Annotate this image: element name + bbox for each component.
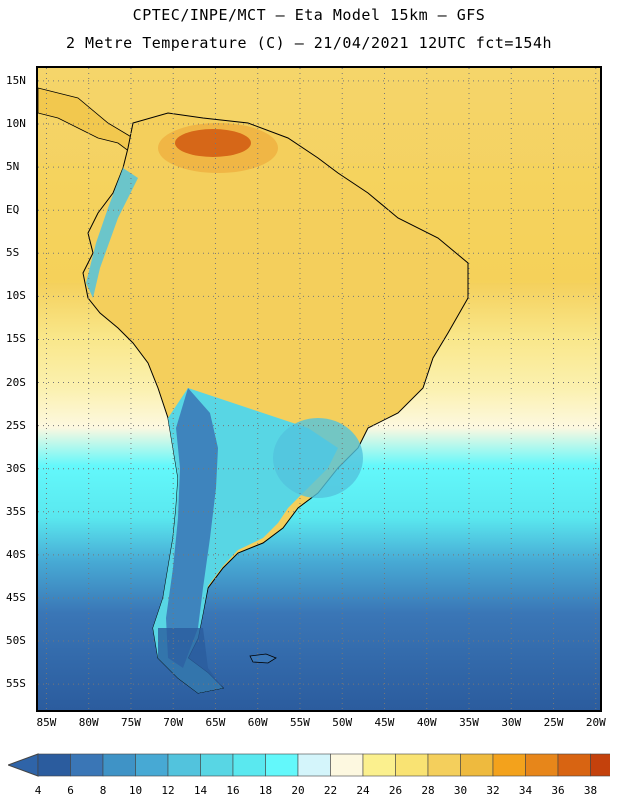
- legend-value-label: 22: [323, 784, 338, 797]
- venezuela-hot-spot: [175, 129, 251, 157]
- legend-swatch: [395, 753, 429, 777]
- temperature-map: [36, 66, 602, 712]
- legend-value-label: 38: [583, 784, 598, 797]
- latitude-tick-label: 5N: [6, 160, 20, 174]
- legend-value-label: 4: [34, 784, 42, 797]
- color-legend: [8, 753, 610, 777]
- legend-value-label: 20: [291, 784, 305, 797]
- legend-swatch: [492, 753, 526, 777]
- longitude-tick-label: 75W: [121, 716, 141, 729]
- legend-swatch: [200, 753, 234, 777]
- longitude-tick-label: 70W: [163, 716, 184, 729]
- legend-value-label: 18: [258, 784, 273, 797]
- south-brazil-cool: [273, 418, 363, 498]
- legend-swatch: [232, 753, 266, 777]
- legend-swatch: [135, 753, 169, 777]
- latitude-tick-label: 55S: [6, 677, 26, 691]
- legend-value-label: 10: [128, 784, 143, 797]
- legend-value-label: 12: [161, 784, 175, 797]
- legend-swatch: [102, 753, 136, 777]
- legend-swatch: [590, 753, 610, 777]
- latitude-tick-label: EQ: [6, 203, 20, 217]
- legend-swatch: [460, 753, 494, 777]
- longitude-tick-label: 80W: [78, 716, 99, 729]
- longitude-tick-label: 55W: [290, 716, 310, 729]
- legend-swatch: [265, 753, 299, 777]
- longitude-tick-label: 60W: [247, 716, 268, 729]
- legend-value-label: 8: [99, 784, 107, 797]
- longitude-tick-label: 50W: [332, 716, 353, 729]
- legend-swatch: [557, 753, 591, 777]
- legend-swatch: [297, 753, 331, 777]
- legend-value-label: 36: [551, 784, 565, 797]
- longitude-tick-label: 35W: [459, 716, 479, 729]
- latitude-tick-label: 40S: [6, 547, 26, 561]
- legend-low-arrow: [8, 753, 39, 777]
- legend-swatch: [37, 753, 71, 777]
- latitude-tick-label: 25S: [6, 418, 26, 432]
- legend-value-label: 34: [518, 784, 533, 797]
- latitude-tick-label: 15S: [6, 332, 26, 346]
- legend-value-label: 16: [226, 784, 240, 797]
- latitude-tick-label: 10N: [6, 117, 26, 130]
- legend-value-label: 14: [193, 784, 208, 797]
- legend-swatch: [427, 753, 461, 777]
- latitude-tick-label: 45S: [6, 590, 26, 604]
- legend-value-label: 26: [388, 784, 403, 797]
- longitude-tick-label: 85W: [36, 716, 57, 729]
- falkland-islands: [249, 653, 277, 664]
- venezuela-warm-halo: [158, 123, 278, 173]
- latitude-tick-label: 30S: [6, 461, 26, 475]
- legend-swatch: [167, 753, 201, 777]
- longitude-tick-label: 65W: [205, 716, 226, 729]
- latitude-tick-label: 35S: [6, 504, 26, 518]
- legend-swatch: [362, 753, 396, 777]
- longitude-tick-label: 45W: [374, 716, 395, 729]
- latitude-tick-label: 10S: [6, 289, 26, 303]
- legend-value-label: 28: [421, 784, 435, 797]
- legend-value-label: 6: [67, 784, 74, 797]
- longitude-tick-label: 20W: [585, 716, 606, 729]
- map-canvas: [38, 68, 600, 710]
- legend-value-label: 30: [453, 784, 468, 797]
- longitude-tick-label: 40W: [416, 716, 437, 729]
- legend-swatch: [525, 753, 559, 777]
- latitude-tick-label: 50S: [6, 634, 26, 648]
- latitude-tick-label: 15N: [6, 73, 26, 87]
- legend-value-label: 24: [356, 784, 370, 797]
- longitude-tick-label: 30W: [501, 716, 522, 729]
- legend-swatch: [330, 753, 364, 777]
- northern-andes: [86, 168, 138, 298]
- longitude-tick-label: 25W: [543, 716, 564, 729]
- chart-title-line-2: 2 Metre Temperature (C) – 21/04/2021 12U…: [65, 34, 553, 52]
- chart-title-line-1: CPTEC/INPE/MCT – Eta Model 15km – GFS: [132, 6, 486, 24]
- latitude-tick-label: 5S: [6, 246, 20, 260]
- latitude-tick-label: 20S: [6, 375, 26, 389]
- legend-value-label: 32: [486, 784, 500, 797]
- graticule: [38, 68, 600, 710]
- legend-swatch: [70, 753, 104, 777]
- patagonia-cold: [158, 628, 223, 693]
